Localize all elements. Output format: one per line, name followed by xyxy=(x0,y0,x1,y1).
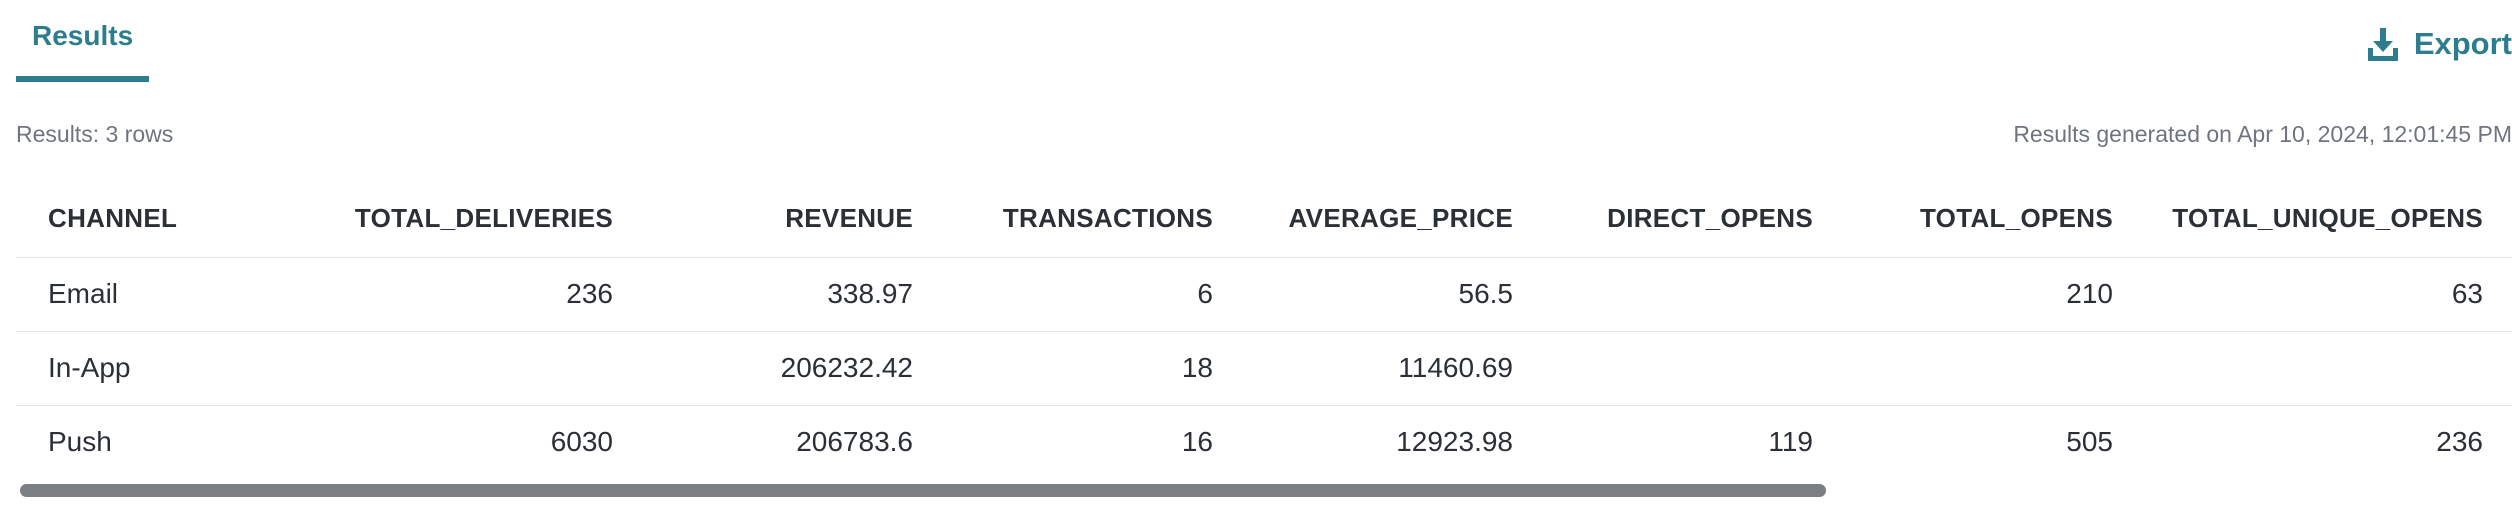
scrollbar-thumb[interactable] xyxy=(20,484,1826,497)
cell-total-deliveries xyxy=(216,331,642,406)
cell-total-deliveries: 236 xyxy=(216,257,642,332)
row-count-text: Results: 3 rows xyxy=(16,121,174,147)
horizontal-scrollbar[interactable] xyxy=(16,483,2512,499)
cell-average-price: 56.5 xyxy=(1242,257,1542,332)
column-header-direct-opens[interactable]: DIRECT_OPENS xyxy=(1542,181,1842,258)
cell-revenue: 338.97 xyxy=(642,257,942,332)
cell-total-deliveries: 6030 xyxy=(216,405,642,478)
cell-total-unique-opens: 63 xyxy=(2142,257,2512,332)
results-table: CHANNEL TOTAL_DELIVERIES REVENUE TRANSAC… xyxy=(16,181,2512,478)
cell-channel: In-App xyxy=(16,331,216,406)
column-header-total-unique-opens[interactable]: TOTAL_UNIQUE_OPENS xyxy=(2142,181,2512,258)
cell-total-opens xyxy=(1842,331,2142,406)
table-row: Push 6030 206783.6 16 12923.98 119 505 2… xyxy=(16,405,2512,478)
cell-transactions: 18 xyxy=(942,331,1242,406)
column-header-average-price[interactable]: AVERAGE_PRICE xyxy=(1242,181,1542,258)
column-header-revenue[interactable]: REVENUE xyxy=(642,181,942,258)
export-button[interactable]: Export xyxy=(2366,22,2512,66)
download-icon xyxy=(2367,28,2398,61)
column-header-transactions[interactable]: TRANSACTIONS xyxy=(942,181,1242,258)
cell-total-unique-opens xyxy=(2142,331,2512,406)
tab-results-label: Results xyxy=(32,20,134,51)
cell-channel: Push xyxy=(16,405,216,478)
cell-direct-opens xyxy=(1542,331,1842,406)
cell-direct-opens xyxy=(1542,257,1842,332)
tab-bar: Results Export xyxy=(16,0,2512,82)
cell-transactions: 16 xyxy=(942,405,1242,478)
generated-timestamp: Results generated on Apr 10, 2024, 12:01… xyxy=(2013,121,2512,147)
cell-revenue: 206232.42 xyxy=(642,331,942,406)
cell-direct-opens: 119 xyxy=(1542,405,1842,478)
cell-transactions: 6 xyxy=(942,257,1242,332)
tab-results[interactable]: Results xyxy=(16,0,149,82)
table-header-row: CHANNEL TOTAL_DELIVERIES REVENUE TRANSAC… xyxy=(16,181,2512,258)
cell-total-opens: 505 xyxy=(1842,405,2142,478)
column-header-channel[interactable]: CHANNEL xyxy=(16,181,216,258)
cell-total-unique-opens: 236 xyxy=(2142,405,2512,478)
cell-revenue: 206783.6 xyxy=(642,405,942,478)
table-row: In-App 206232.42 18 11460.69 xyxy=(16,331,2512,406)
cell-channel: Email xyxy=(16,257,216,332)
column-header-total-opens[interactable]: TOTAL_OPENS xyxy=(1842,181,2142,258)
cell-total-opens: 210 xyxy=(1842,257,2142,332)
table-row: Email 236 338.97 6 56.5 210 63 xyxy=(16,257,2512,332)
results-table-container: CHANNEL TOTAL_DELIVERIES REVENUE TRANSAC… xyxy=(16,181,2512,478)
export-label: Export xyxy=(2413,26,2512,61)
cell-average-price: 11460.69 xyxy=(1242,331,1542,406)
column-header-total-deliveries[interactable]: TOTAL_DELIVERIES xyxy=(216,181,642,258)
cell-average-price: 12923.98 xyxy=(1242,405,1542,478)
